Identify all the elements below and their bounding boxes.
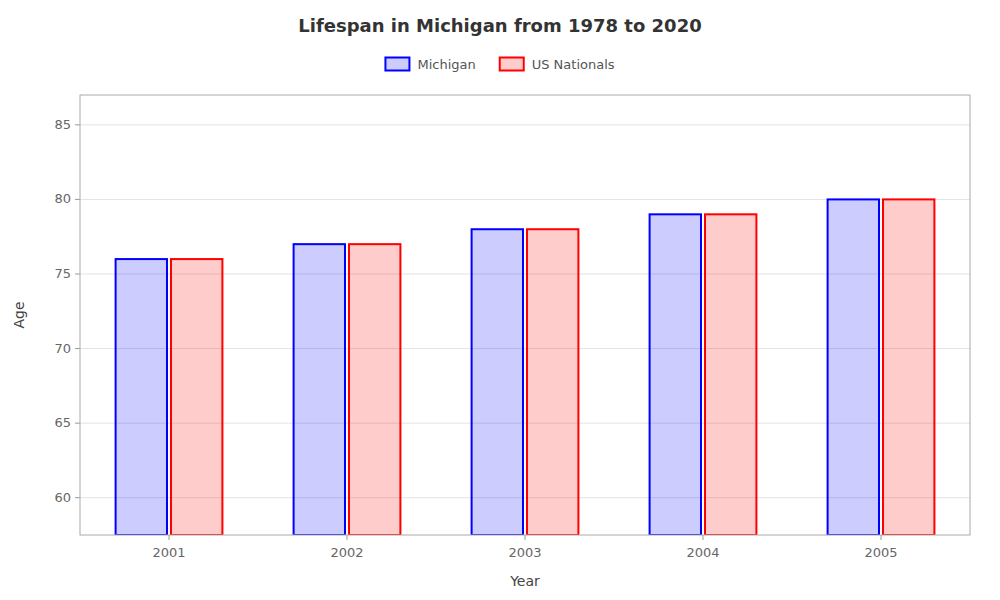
y-tick-label: 75 — [54, 266, 71, 281]
x-tick-label: 2003 — [508, 545, 541, 560]
chart: Lifespan in Michigan from 1978 to 2020 60… — [0, 0, 1000, 600]
y-tick — [75, 273, 80, 274]
x-tick-label: 2004 — [686, 545, 719, 560]
x-tick — [703, 535, 704, 540]
bar — [294, 244, 345, 535]
x-tick — [169, 535, 170, 540]
bar — [116, 259, 167, 535]
legend-swatch — [385, 58, 409, 71]
y-tick-label: 60 — [54, 490, 71, 505]
bar — [650, 214, 701, 535]
bar — [349, 244, 400, 535]
y-tick — [75, 199, 80, 200]
x-tick — [881, 535, 882, 540]
y-axis-label: Age — [11, 301, 27, 328]
y-tick-label: 80 — [54, 191, 71, 206]
bar — [705, 214, 756, 535]
x-axis-label: Year — [509, 573, 540, 589]
y-tick — [75, 497, 80, 498]
y-tick — [75, 423, 80, 424]
legend-label: US Nationals — [532, 57, 615, 72]
bar — [828, 199, 879, 535]
chart-title: Lifespan in Michigan from 1978 to 2020 — [298, 15, 701, 36]
x-tick — [347, 535, 348, 540]
legend-swatch — [500, 58, 524, 71]
x-tick-label: 2005 — [864, 545, 897, 560]
bar — [472, 229, 523, 535]
y-tick-label: 70 — [54, 341, 71, 356]
legend: Michigan US Nationals — [385, 57, 614, 72]
y-tick — [75, 348, 80, 349]
bar — [171, 259, 222, 535]
bars — [116, 199, 935, 535]
bar — [883, 199, 934, 535]
x-tick-label: 2002 — [330, 545, 363, 560]
y-tick-label: 85 — [54, 117, 71, 132]
plot-frame — [80, 95, 970, 535]
y-grid-line — [80, 124, 970, 125]
bar — [527, 229, 578, 535]
y-tick — [75, 124, 80, 125]
legend-label: Michigan — [417, 57, 475, 72]
x-tick-label: 2001 — [152, 545, 185, 560]
y-tick-label: 65 — [54, 415, 71, 430]
x-tick — [525, 535, 526, 540]
